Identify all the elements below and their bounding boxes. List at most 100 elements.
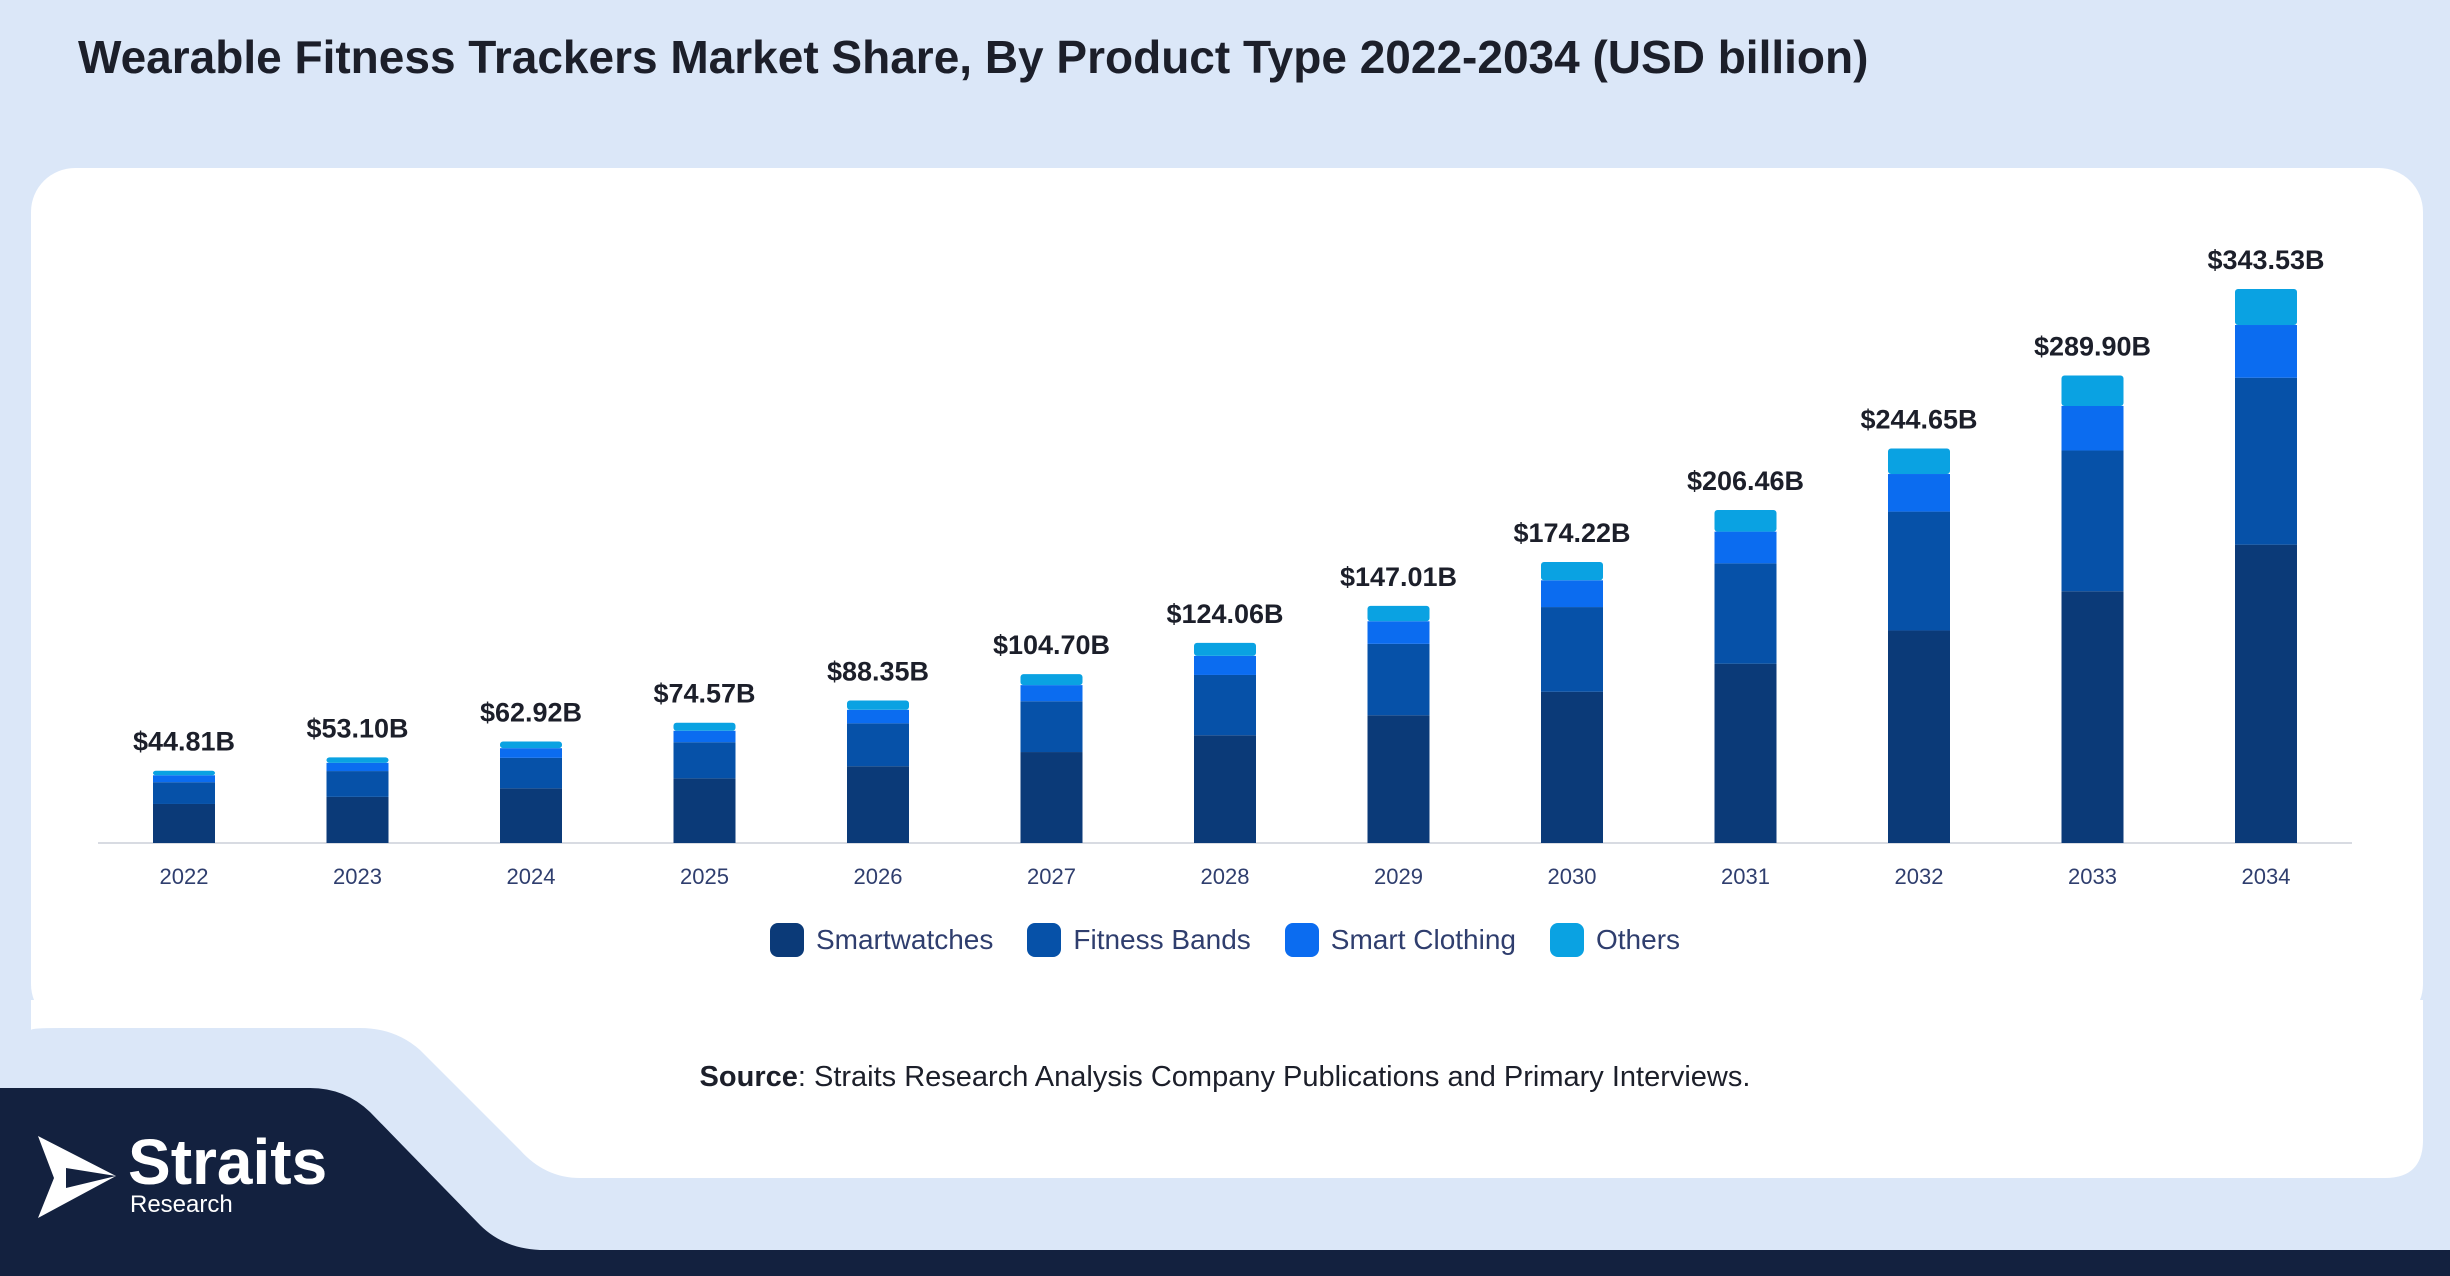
bar-segment-smartwatches-2030 (1541, 691, 1603, 843)
bar-segment-others-2027 (1020, 674, 1083, 686)
bar-segment-smart-clothing-2034 (2235, 325, 2297, 378)
bar-segment-smartwatches-2024 (500, 788, 562, 843)
chart-panel (31, 168, 2423, 1028)
bar-total-label-2030: $174.22B (1513, 518, 1630, 548)
bar-segment-fitness-bands-2032 (1888, 511, 1950, 631)
source-text: : Straits Research Analysis Company Publ… (797, 1061, 1751, 1093)
legend-swatch-smart-clothing (1284, 923, 1319, 957)
bar-segment-fitness-bands-2033 (2061, 450, 2124, 592)
bar-total-label-2023: $53.10B (306, 713, 408, 743)
bar-segment-fitness-bands-2028 (1194, 674, 1256, 736)
bar-total-label-2031: $206.46B (1687, 466, 1804, 496)
bar-segment-others-2022 (153, 770, 215, 776)
chart-title: Wearable Fitness Trackers Market Share, … (78, 31, 1869, 83)
bar-total-label-2032: $244.65B (1860, 404, 1977, 434)
legend-swatch-smartwatches (769, 923, 804, 957)
bar-segment-smartwatches-2027 (1020, 752, 1083, 843)
x-tick-label-2030: 2030 (1548, 864, 1597, 889)
x-tick-label-2022: 2022 (160, 864, 209, 889)
bar-segment-smart-clothing-2032 (1888, 474, 1950, 512)
bar-segment-smart-clothing-2031 (1714, 531, 1777, 564)
bar-segment-smart-clothing-2033 (2061, 405, 2124, 451)
bar-segment-smartwatches-2029 (1367, 715, 1430, 843)
x-tick-label-2033: 2033 (2068, 864, 2117, 889)
bar-segment-others-2030 (1541, 562, 1603, 581)
bar-segment-others-2031 (1714, 510, 1777, 532)
bar-total-label-2027: $104.70B (993, 630, 1110, 660)
x-tick-label-2023: 2023 (333, 864, 382, 889)
bar-segment-fitness-bands-2030 (1541, 607, 1603, 692)
bar-total-label-2026: $88.35B (827, 657, 929, 687)
x-tick-label-2026: 2026 (854, 864, 903, 889)
bar-segment-smartwatches-2023 (326, 796, 389, 843)
x-tick-label-2032: 2032 (1895, 864, 1944, 889)
legend-item-fitness-bands: Fitness Bands (1027, 923, 1251, 957)
bar-segment-smart-clothing-2024 (500, 748, 562, 758)
legend-label-others: Others (1595, 924, 1681, 955)
bar-segment-smart-clothing-2028 (1194, 655, 1256, 675)
bar-total-label-2024: $62.92B (480, 698, 582, 728)
bar-segment-fitness-bands-2031 (1714, 563, 1777, 664)
bar-segment-fitness-bands-2025 (673, 742, 736, 779)
logo-subtitle: Research (130, 1191, 233, 1218)
bar-segment-smartwatches-2031 (1714, 663, 1777, 843)
x-tick-label-2025: 2025 (680, 864, 729, 889)
bar-segment-smart-clothing-2023 (326, 762, 389, 772)
chart-legend: Smartwatches Fitness Bands Smart Clothing O… (0, 923, 2450, 957)
bar-segment-others-2032 (1888, 448, 1950, 475)
bar-segment-smartwatches-2026 (847, 766, 909, 843)
bar-segment-smart-clothing-2022 (153, 775, 215, 783)
source-label: Source (699, 1061, 798, 1093)
bar-segment-smartwatches-2034 (2235, 544, 2297, 843)
bar-segment-fitness-bands-2034 (2235, 377, 2297, 545)
bar-total-label-2029: $147.01B (1340, 562, 1457, 592)
legend-label-smart-clothing: Smart Clothing (1330, 924, 1516, 955)
bar-segment-others-2034 (2235, 289, 2297, 326)
bar-segment-others-2026 (847, 700, 909, 710)
x-tick-label-2028: 2028 (1201, 864, 1250, 889)
bar-segment-fitness-bands-2026 (847, 723, 909, 767)
legend-item-smart-clothing: Smart Clothing (1284, 923, 1516, 957)
legend-label-smartwatches: Smartwatches (815, 924, 994, 955)
bar-total-label-2034: $343.53B (2207, 245, 2324, 275)
bar-total-label-2028: $124.06B (1166, 599, 1283, 629)
bar-total-label-2033: $289.90B (2034, 331, 2151, 361)
legend-item-smartwatches: Smartwatches (769, 923, 994, 957)
bar-segment-smartwatches-2022 (153, 803, 215, 843)
bar-segment-smart-clothing-2026 (847, 709, 909, 724)
legend-swatch-fitness-bands (1027, 923, 1062, 957)
bar-segment-fitness-bands-2027 (1020, 701, 1083, 753)
bar-total-label-2022: $44.81B (133, 727, 235, 757)
bar-segment-smart-clothing-2029 (1367, 621, 1430, 644)
x-tick-label-2027: 2027 (1027, 864, 1076, 889)
bar-segment-smart-clothing-2025 (673, 730, 736, 743)
x-tick-label-2031: 2031 (1721, 864, 1770, 889)
bar-segment-fitness-bands-2024 (500, 757, 562, 789)
legend-item-others: Others (1549, 923, 1681, 957)
x-tick-label-2024: 2024 (507, 864, 556, 889)
bar-segment-smartwatches-2025 (673, 778, 736, 843)
bar-segment-fitness-bands-2023 (326, 771, 389, 797)
legend-label-fitness-bands: Fitness Bands (1073, 924, 1251, 955)
bar-segment-smartwatches-2032 (1888, 630, 1950, 843)
bar-segment-others-2029 (1367, 605, 1430, 622)
bar-segment-others-2033 (2061, 375, 2124, 406)
bar-segment-fitness-bands-2029 (1367, 643, 1430, 716)
bar-segment-others-2025 (673, 722, 736, 731)
bar-segment-smart-clothing-2030 (1541, 580, 1603, 608)
x-tick-label-2034: 2034 (2242, 864, 2291, 889)
bar-segment-fitness-bands-2022 (153, 782, 215, 804)
logo-name: Straits (128, 1126, 328, 1198)
bar-segment-others-2028 (1194, 642, 1256, 656)
straits-arrow-icon (38, 1136, 116, 1218)
bar-segment-others-2024 (500, 741, 562, 749)
bar-segment-smart-clothing-2027 (1020, 685, 1083, 702)
bar-segment-smartwatches-2033 (2061, 591, 2124, 843)
source-note: Source: Straits Research Analysis Compan… (0, 1061, 2450, 1094)
x-tick-label-2029: 2029 (1374, 864, 1423, 889)
bar-segment-smartwatches-2028 (1194, 735, 1256, 843)
bar-total-label-2025: $74.57B (653, 679, 755, 709)
legend-swatch-others (1549, 923, 1584, 957)
